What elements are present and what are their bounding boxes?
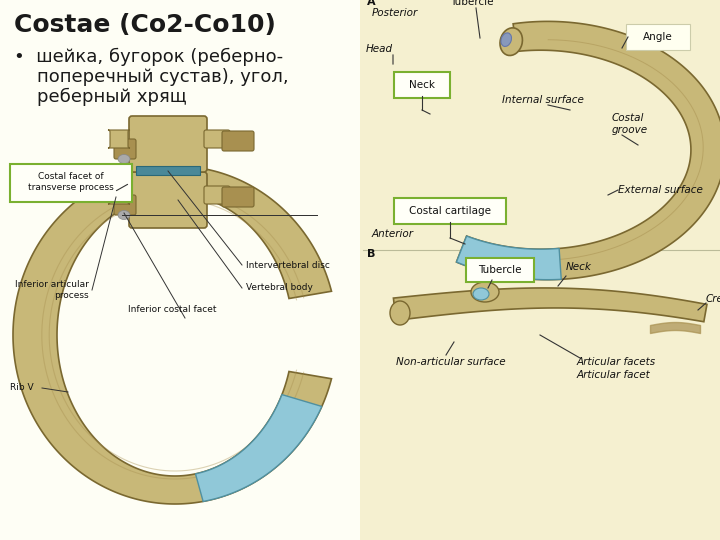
Text: A: A [367, 0, 376, 7]
Ellipse shape [500, 28, 523, 56]
Text: Vertebral body: Vertebral body [246, 284, 313, 293]
Polygon shape [393, 288, 707, 322]
FancyBboxPatch shape [108, 186, 130, 204]
FancyBboxPatch shape [204, 130, 230, 148]
Text: Intervertebral disc: Intervertebral disc [246, 260, 330, 269]
FancyBboxPatch shape [114, 195, 136, 215]
FancyBboxPatch shape [222, 187, 254, 207]
Text: Costal
groove: Costal groove [612, 113, 648, 135]
FancyBboxPatch shape [108, 130, 130, 148]
Ellipse shape [390, 301, 410, 325]
Ellipse shape [118, 154, 130, 164]
Polygon shape [196, 395, 322, 502]
Ellipse shape [118, 211, 130, 219]
Text: Rib V: Rib V [10, 383, 34, 393]
Text: •  шейка, бугорок (реберно-: • шейка, бугорок (реберно- [14, 48, 283, 66]
Text: B: B [367, 249, 375, 259]
Text: Head: Head [366, 44, 393, 54]
Text: Anterior: Anterior [372, 229, 414, 239]
FancyBboxPatch shape [0, 0, 360, 540]
Text: Non-articular surface: Non-articular surface [396, 357, 505, 367]
Ellipse shape [501, 33, 511, 46]
Text: Crest: Crest [706, 294, 720, 304]
Ellipse shape [473, 288, 489, 300]
FancyBboxPatch shape [222, 131, 254, 151]
Polygon shape [456, 22, 720, 280]
Text: External surface: External surface [618, 185, 703, 195]
Text: Neck: Neck [566, 262, 592, 272]
FancyBboxPatch shape [136, 166, 200, 175]
Text: Posterior: Posterior [372, 8, 418, 18]
Text: Costae (Co2-Co10): Costae (Co2-Co10) [14, 13, 276, 37]
Text: Inferior articular
process: Inferior articular process [15, 280, 89, 300]
Text: Angle: Angle [643, 32, 673, 42]
Text: Costal cartilage: Costal cartilage [409, 206, 491, 216]
Text: Tubercle: Tubercle [478, 265, 522, 275]
Text: поперечный сустав), угол,: поперечный сустав), угол, [14, 68, 289, 86]
Polygon shape [456, 236, 561, 280]
FancyBboxPatch shape [394, 198, 506, 224]
FancyBboxPatch shape [466, 258, 534, 282]
Text: реберный хрящ: реберный хрящ [14, 88, 186, 106]
FancyBboxPatch shape [204, 186, 230, 204]
Text: Articular facets: Articular facets [577, 357, 656, 367]
Polygon shape [13, 166, 331, 504]
Text: Internal surface: Internal surface [502, 95, 584, 105]
FancyBboxPatch shape [626, 24, 690, 50]
Text: Costal facet of
transverse process: Costal facet of transverse process [28, 172, 114, 192]
FancyBboxPatch shape [129, 116, 207, 172]
FancyBboxPatch shape [10, 164, 132, 202]
FancyBboxPatch shape [394, 72, 450, 98]
FancyBboxPatch shape [129, 172, 207, 228]
Text: Tubercle: Tubercle [450, 0, 493, 7]
Text: Neck: Neck [409, 80, 435, 90]
Text: Articular facet: Articular facet [577, 370, 651, 380]
Text: Inferior costal facet: Inferior costal facet [127, 306, 216, 314]
FancyBboxPatch shape [114, 139, 136, 159]
Ellipse shape [471, 282, 499, 302]
